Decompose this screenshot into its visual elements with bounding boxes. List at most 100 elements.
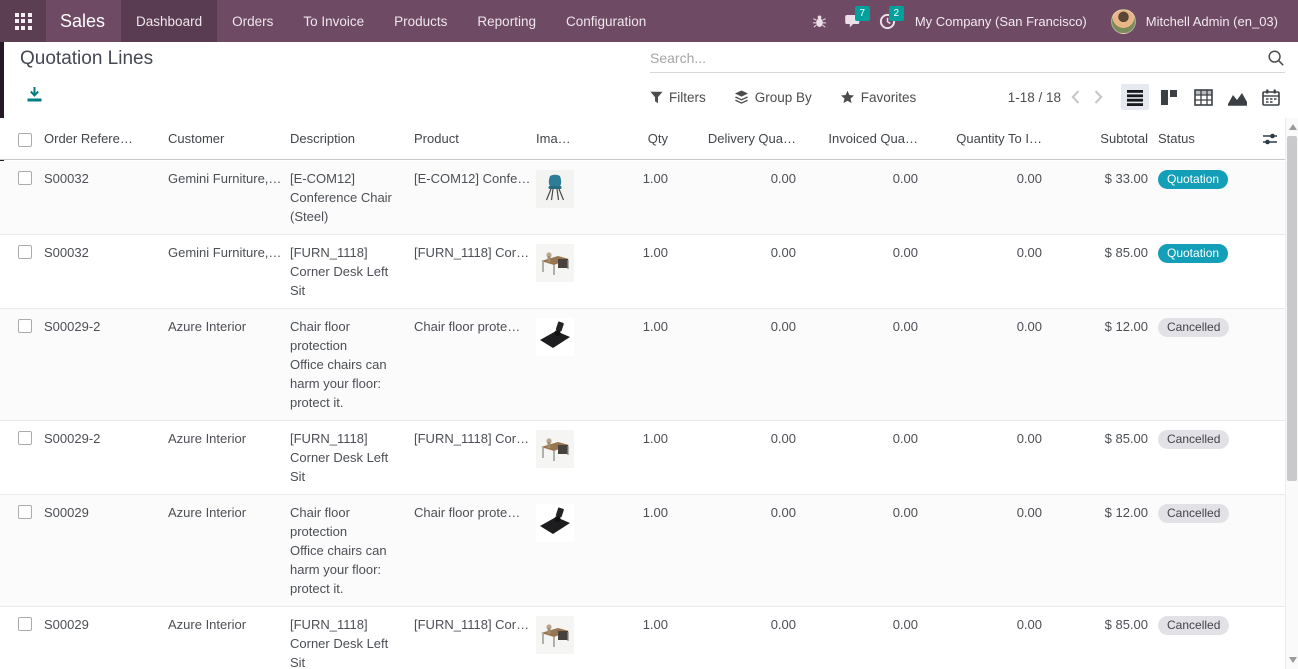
vertical-scrollbar[interactable]: [1285, 118, 1298, 669]
nav-item-to-invoice[interactable]: To Invoice: [303, 13, 365, 29]
view-switcher: [1121, 84, 1285, 110]
apps-grid-icon: [14, 12, 32, 30]
search-icon[interactable]: [1267, 49, 1285, 67]
cell-delivery-quantity: 0.00: [770, 505, 796, 520]
cell-subtotal: $ 85.00: [1104, 431, 1148, 446]
cell-subtotal: $ 33.00: [1104, 171, 1148, 186]
debug-bug-icon[interactable]: [803, 0, 837, 42]
cell-image: [536, 235, 612, 308]
cell-quantity-to-invoice: 0.00: [1016, 319, 1042, 334]
status-badge: Cancelled: [1158, 504, 1230, 523]
scroll-down-arrow[interactable]: [1289, 657, 1297, 663]
company-switcher[interactable]: My Company (San Francisco): [914, 13, 1087, 29]
row-select-cell: [0, 309, 44, 420]
table-row[interactable]: S00032 Gemini Furniture,… [FURN_1118] Corn…: [0, 235, 1285, 309]
export-button[interactable]: [26, 86, 43, 102]
header-order-reference[interactable]: Order Refere…: [44, 131, 133, 146]
table-row[interactable]: S00032 Gemini Furniture,… [E-COM12] Confer…: [0, 161, 1285, 235]
cell-quantity-to-invoice: 0.00: [1016, 245, 1042, 260]
cell-spacer: [1254, 495, 1285, 606]
header-quantity-to-invoice[interactable]: Quantity To I…: [956, 131, 1042, 146]
cell-quantity-to-invoice: 0.00: [1016, 431, 1042, 446]
header-status[interactable]: Status: [1158, 131, 1195, 146]
cell-order-reference: S00029: [44, 505, 89, 520]
activities-clock-icon[interactable]: 2: [871, 0, 905, 42]
cell-subtotal: $ 12.00: [1104, 505, 1148, 520]
nav-item-configuration[interactable]: Configuration: [565, 13, 647, 29]
filters-button[interactable]: Filters: [650, 90, 706, 105]
nav-item-dashboard[interactable]: Dashboard: [121, 0, 218, 42]
nav-item-orders[interactable]: Orders: [232, 13, 274, 29]
kanban-view-button[interactable]: [1155, 84, 1183, 110]
cell-order-reference: S00029-2: [44, 319, 101, 334]
nav-item-products[interactable]: Products: [394, 13, 448, 29]
apps-menu-button[interactable]: [0, 0, 46, 42]
header-product[interactable]: Product: [414, 131, 459, 146]
search-bar: [650, 44, 1285, 73]
row-checkbox[interactable]: [18, 505, 32, 519]
scrollbar-thumb[interactable]: [1287, 136, 1297, 481]
row-checkbox[interactable]: [18, 431, 32, 445]
cell-quantity-to-invoice: 0.00: [1016, 505, 1042, 520]
pivot-view-button[interactable]: [1189, 84, 1217, 110]
pager-next-button[interactable]: [1094, 90, 1103, 104]
user-menu[interactable]: Mitchell Admin (en_03): [1145, 13, 1278, 29]
cell-quantity-to-invoice: 0.00: [1016, 171, 1042, 186]
cell-spacer: [1254, 161, 1285, 234]
cell-spacer: [1254, 309, 1285, 420]
header-subtotal[interactable]: Subtotal: [1100, 131, 1148, 146]
cell-customer: Azure Interior: [168, 505, 247, 520]
page-title: Quotation Lines: [20, 48, 154, 69]
cell-invoiced-quantity: 0.00: [892, 319, 918, 334]
cell-spacer: [1254, 421, 1285, 494]
nav-item-reporting[interactable]: Reporting: [477, 13, 536, 29]
cell-qty: 1.00: [642, 617, 668, 632]
row-checkbox[interactable]: [18, 319, 32, 333]
cell-delivery-quantity: 0.00: [770, 245, 796, 260]
cell-description: [FURN_1118] Corner Desk Left Sit: [290, 617, 389, 669]
favorites-button[interactable]: Favorites: [840, 90, 916, 105]
product-image-floor-mat: [536, 504, 574, 542]
cell-description: [FURN_1118] Corner Desk Left Sit: [290, 245, 389, 298]
header-delivery-quantity[interactable]: Delivery Qua…: [707, 131, 796, 146]
header-description[interactable]: Description: [290, 131, 356, 146]
favorites-star-icon: [840, 90, 854, 104]
scroll-up-arrow[interactable]: [1289, 124, 1297, 130]
cell-qty: 1.00: [642, 319, 668, 334]
group-by-button[interactable]: Group By: [734, 90, 812, 105]
calendar-view-button[interactable]: [1257, 84, 1285, 110]
table-row[interactable]: S00029 Azure Interior Chair floor protecti…: [0, 495, 1285, 607]
cell-subtotal: $ 85.00: [1104, 245, 1148, 260]
cell-description: [E-COM12] Conference Chair (Steel): [290, 171, 392, 224]
row-checkbox[interactable]: [18, 171, 32, 185]
cell-order-reference: S00029: [44, 617, 89, 632]
table-row[interactable]: S00029-2 Azure Interior Chair floor protec…: [0, 309, 1285, 421]
cell-customer: Azure Interior: [168, 431, 247, 446]
app-title[interactable]: Sales: [60, 10, 106, 31]
cell-status: Cancelled: [1148, 495, 1254, 606]
cell-image: [536, 607, 612, 669]
user-avatar[interactable]: [1110, 8, 1136, 34]
graph-view-button[interactable]: [1223, 84, 1251, 110]
table-row[interactable]: S00029-2 Azure Interior [FURN_1118] Corner…: [0, 421, 1285, 495]
cell-order-reference: S00032: [44, 171, 89, 186]
messages-icon[interactable]: 7: [837, 0, 871, 42]
row-checkbox[interactable]: [18, 245, 32, 259]
table-row[interactable]: S00029 Azure Interior [FURN_1118] Corner D…: [0, 607, 1285, 669]
header-image[interactable]: Ima…: [536, 131, 571, 146]
row-checkbox[interactable]: [18, 617, 32, 631]
optional-columns-button[interactable]: [1254, 132, 1285, 146]
cell-customer: Azure Interior: [168, 617, 247, 632]
select-all-checkbox[interactable]: [18, 132, 32, 147]
cell-description: [FURN_1118] Corner Desk Left Sit: [290, 431, 389, 484]
header-qty[interactable]: Qty: [647, 131, 668, 146]
cell-description: Chair floor protection Office chairs can…: [290, 505, 387, 596]
list-view-button[interactable]: [1121, 84, 1149, 110]
header-invoiced-quantity[interactable]: Invoiced Qua…: [828, 131, 918, 146]
pager-previous-button[interactable]: [1071, 90, 1080, 104]
product-image-floor-mat: [536, 318, 574, 356]
cell-status: Cancelled: [1148, 309, 1254, 420]
search-input[interactable]: [650, 50, 1267, 66]
cell-qty: 1.00: [642, 171, 668, 186]
header-customer[interactable]: Customer: [168, 131, 225, 146]
